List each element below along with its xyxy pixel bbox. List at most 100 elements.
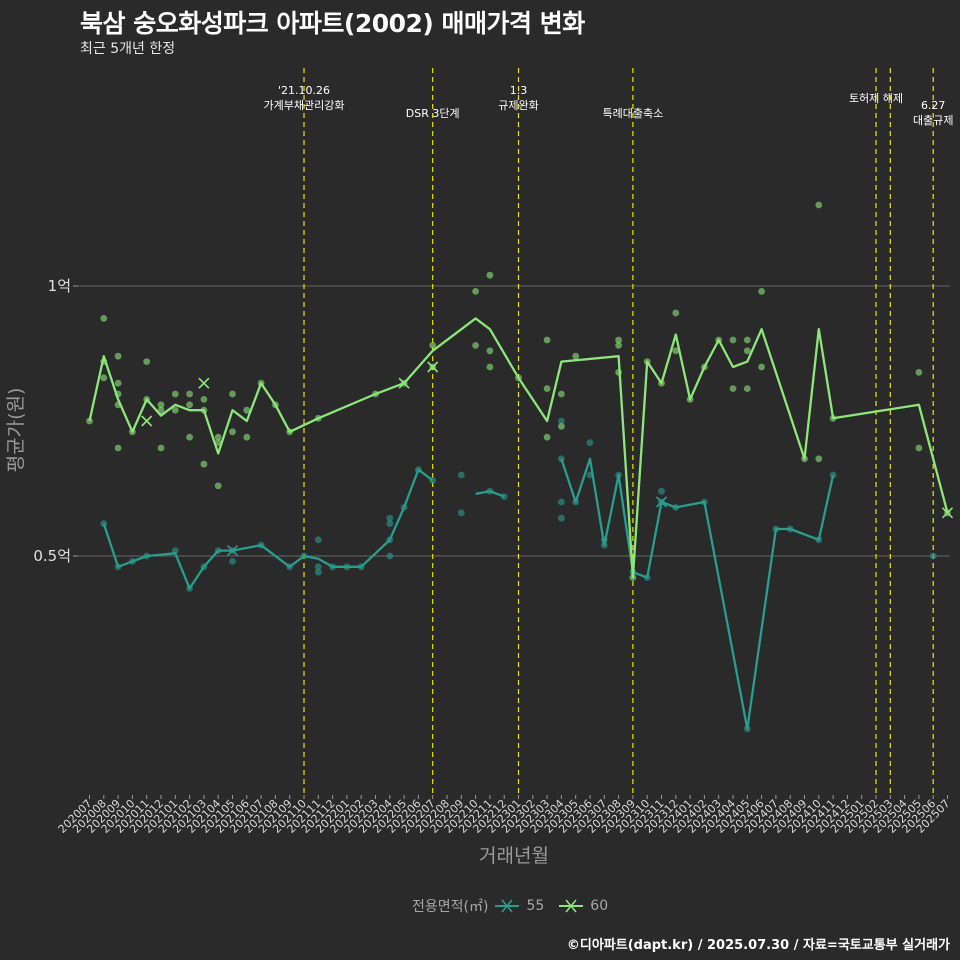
data-point-55 (386, 520, 394, 527)
data-point-60 (143, 358, 151, 365)
data-point-60 (114, 444, 122, 452)
data-point-60 (243, 433, 251, 441)
data-point-60 (486, 271, 494, 279)
data-point-55 (114, 563, 122, 571)
data-point-60 (672, 309, 680, 317)
data-point-60 (729, 385, 737, 392)
data-point-55 (257, 541, 265, 549)
data-point-60 (86, 417, 93, 425)
data-point-55 (643, 574, 651, 581)
data-point-55 (701, 498, 708, 506)
data-point-60 (829, 414, 837, 422)
data-point-55 (829, 471, 837, 479)
y-axis-title: 평균가(원) (5, 388, 27, 473)
data-point-60 (114, 352, 122, 360)
data-point-55 (772, 525, 780, 533)
data-point-60 (114, 401, 122, 409)
event-label: 특례대출축소 (603, 107, 664, 120)
data-point-55 (500, 493, 508, 500)
event-label: 토허제 해제 (849, 91, 903, 105)
data-point-55 (415, 466, 422, 473)
data-point-60 (743, 385, 751, 392)
event-label: DSR 3단계 (406, 107, 460, 120)
data-point-60 (643, 358, 651, 365)
data-point-60 (171, 390, 179, 398)
cross-marker-60 (941, 507, 954, 519)
data-point-55 (214, 547, 222, 554)
legend: 전용면적(㎡) 55 60 (412, 896, 616, 916)
data-point-55 (129, 558, 136, 565)
data-point-55 (329, 563, 336, 571)
data-point-55 (743, 725, 751, 733)
event-label: 가계부채관리강화 (264, 99, 345, 112)
data-point-60 (558, 390, 565, 398)
data-point-55 (815, 536, 823, 544)
data-point-60 (543, 336, 551, 344)
data-point-60 (100, 315, 108, 322)
data-point-55 (786, 525, 794, 533)
data-point-60 (729, 336, 737, 344)
source-caption: ©디아파트(dapt.kr) / 2025.07.30 / 자료=국토교통부 실… (566, 938, 950, 953)
data-point-60 (758, 363, 765, 371)
data-point-60 (515, 374, 522, 382)
data-point-60 (372, 390, 379, 398)
data-point-55 (314, 568, 322, 576)
event-label: 1.3 (510, 84, 528, 97)
data-point-55 (386, 552, 394, 560)
data-point-60 (314, 414, 322, 422)
chart-title: 북삼 숭오화성파크 아파트(2002) 매매가격 변화 (80, 9, 585, 38)
data-point-55 (386, 536, 394, 544)
data-point-60 (143, 396, 151, 403)
data-point-55 (486, 487, 494, 495)
data-point-55 (143, 552, 151, 560)
cross-marker-55 (655, 496, 668, 508)
series-line-60 (88, 317, 949, 579)
data-point-60 (186, 401, 194, 409)
data-point-60 (715, 336, 723, 344)
data-point-60 (214, 433, 222, 441)
data-point-60 (686, 396, 694, 403)
series-line-55 (102, 468, 434, 590)
cross-marker-60 (141, 415, 153, 427)
data-point-60 (629, 574, 637, 581)
x-axis-title: 거래년월 (479, 845, 549, 867)
data-point-60 (214, 439, 222, 446)
series-line-55 (560, 457, 835, 730)
data-point-55 (672, 504, 680, 511)
data-point-60 (701, 363, 708, 371)
data-point-60 (243, 406, 251, 414)
data-point-55 (558, 455, 565, 463)
data-point-60 (114, 390, 122, 398)
data-point-60 (472, 288, 479, 295)
event-label: 대출규제 (913, 114, 953, 127)
data-point-55 (558, 514, 565, 522)
data-point-60 (615, 342, 622, 349)
data-point-60 (486, 347, 494, 355)
data-point-60 (257, 379, 265, 387)
data-point-60 (572, 352, 580, 360)
data-point-60 (486, 363, 494, 371)
data-point-60 (672, 347, 680, 355)
data-point-60 (801, 455, 808, 463)
data-point-60 (114, 379, 122, 387)
data-point-55 (457, 471, 465, 479)
data-point-55 (171, 547, 179, 554)
legend-key-60 (559, 899, 584, 913)
data-point-60 (558, 423, 565, 430)
data-point-55 (586, 439, 594, 446)
data-point-55 (400, 504, 408, 511)
data-point-55 (429, 477, 437, 484)
y-tick-label: 1억 (48, 277, 71, 295)
data-point-60 (743, 336, 751, 344)
data-point-55 (186, 585, 194, 592)
chart-subtitle: 최근 5개년 한정 (80, 41, 176, 57)
data-point-60 (472, 342, 479, 349)
data-point-60 (186, 433, 194, 441)
data-point-60 (915, 444, 923, 452)
data-point-55 (314, 563, 322, 571)
legend-label-60: 60 (590, 898, 609, 914)
data-point-60 (815, 201, 823, 209)
data-point-55 (615, 471, 622, 479)
data-point-55 (286, 563, 294, 571)
